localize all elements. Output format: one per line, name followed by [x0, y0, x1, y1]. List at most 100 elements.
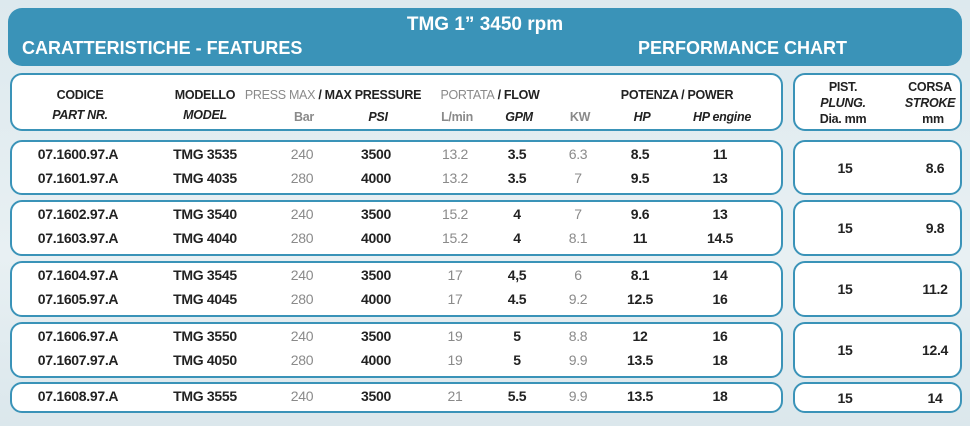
cell-lmin: 15.2 [441, 230, 469, 246]
cell-pist: 15 [837, 389, 853, 406]
cell-bar: 240 [290, 328, 314, 344]
header-dia: Dia. mm [819, 112, 867, 126]
cell-hp-engine: 13 [712, 206, 728, 222]
cell-modello: TMG 4040 [173, 230, 237, 246]
cell-kw: 9.9 [568, 352, 588, 368]
header-bar: Bar [294, 110, 314, 124]
cell-kw: 8.8 [568, 328, 588, 344]
cell-psi: 4000 [361, 291, 391, 307]
cell-kw: 7 [574, 170, 582, 186]
cell-hp-engine: 18 [712, 352, 728, 368]
cell-lmin: 19 [447, 352, 463, 368]
cell-lmin: 13.2 [441, 170, 469, 186]
cell-bar: 240 [290, 206, 314, 222]
header-potenza: POTENZA / POWER [620, 88, 734, 102]
cell-hp: 8.5 [630, 146, 650, 162]
cell-psi: 3500 [361, 267, 391, 283]
cell-bar: 280 [290, 291, 314, 307]
cell-psi: 4000 [361, 230, 391, 246]
cell-corsa: 12.4 [921, 342, 949, 358]
cell-hp-engine: 14 [712, 267, 728, 283]
cell-gpm: 5.5 [507, 388, 527, 404]
row-group-right: 15 12.4 [793, 322, 962, 378]
cell-hp: 13.5 [626, 388, 654, 404]
cell-kw: 9.9 [568, 388, 588, 404]
cell-pist: 15 [837, 342, 853, 358]
cell-kw: 6 [574, 267, 582, 283]
header-plung: PLUNG. [820, 96, 866, 110]
cell-codice: 07.1605.97.A [37, 291, 119, 307]
cell-codice: 07.1606.97.A [37, 328, 119, 344]
header-max-pressure: / MAX PRESSURE [318, 88, 422, 102]
header-stroke: STROKE [904, 96, 956, 110]
cell-codice: 07.1608.97.A [37, 388, 119, 404]
cell-lmin: 13.2 [441, 146, 469, 162]
cell-psi: 3500 [361, 328, 391, 344]
row-group: 07.1600.97.A TMG 3535 240 3500 13.2 3.5 6.3 8.5… [10, 140, 783, 195]
row-group-right: 15 9.8 [793, 200, 962, 256]
cell-hp-engine: 16 [712, 328, 728, 344]
cell-bar: 280 [290, 230, 314, 246]
cell-pist: 15 [837, 281, 853, 297]
cell-gpm: 5 [513, 352, 521, 368]
row-group-right: 15 14 [793, 382, 962, 413]
header-lmin: L/min [441, 110, 473, 124]
cell-hp: 11 [632, 230, 648, 246]
header-box: CODICE PART NR. MODELLO MODEL PRESS MAX … [10, 73, 783, 131]
cell-gpm: 3.5 [507, 170, 527, 186]
cell-psi: 4000 [361, 352, 391, 368]
cell-corsa: 9.8 [925, 220, 945, 236]
cell-modello: TMG 3555 [173, 388, 237, 404]
cell-hp-engine: 18 [712, 388, 728, 404]
cell-lmin: 15.2 [441, 206, 469, 222]
cell-kw: 9.2 [568, 291, 588, 307]
header-portata: PORTATA [440, 88, 495, 102]
cell-psi: 3500 [361, 206, 391, 222]
cell-hp-engine: 14.5 [706, 230, 734, 246]
cell-corsa: 8.6 [925, 159, 945, 176]
cell-hp: 9.5 [630, 170, 650, 186]
header-hp: HP [633, 110, 651, 124]
header-modello: MODELLO [174, 88, 236, 102]
cell-bar: 240 [290, 267, 314, 283]
header-codice: CODICE [56, 88, 104, 102]
cell-codice: 07.1600.97.A [37, 146, 119, 162]
cell-hp: 8.1 [630, 267, 650, 283]
row-group-right: 15 8.6 [793, 140, 962, 195]
row-group-right: 15 11.2 [793, 261, 962, 317]
cell-bar: 240 [290, 146, 314, 162]
cell-hp-engine: 13 [712, 170, 728, 186]
header-mm: mm [922, 112, 944, 126]
cell-hp: 13.5 [626, 352, 654, 368]
cell-gpm: 4.5 [507, 291, 527, 307]
cell-lmin: 17 [447, 291, 463, 307]
cell-hp-engine: 11 [712, 146, 728, 162]
cell-kw: 8.1 [568, 230, 588, 246]
header-part-nr: PART NR. [52, 108, 108, 122]
header-pist: PIST. [828, 80, 858, 94]
cell-psi: 3500 [361, 388, 391, 404]
cell-codice: 07.1607.97.A [37, 352, 119, 368]
cell-gpm: 4 [513, 206, 521, 222]
cell-hp: 12 [632, 328, 648, 344]
header-corsa: CORSA [908, 80, 952, 94]
cell-lmin: 19 [447, 328, 463, 344]
cell-modello: TMG 3545 [173, 267, 237, 283]
cell-modello: TMG 3540 [173, 206, 237, 222]
cell-hp: 12.5 [626, 291, 654, 307]
cell-modello: TMG 4035 [173, 170, 237, 186]
header-model: MODEL [183, 108, 227, 122]
header-gpm: GPM [505, 110, 533, 124]
cell-corsa: 14 [927, 389, 943, 406]
row-group: 07.1604.97.A TMG 3545 240 3500 17 4,5 6 8.1 14 07… [10, 261, 783, 317]
cell-codice: 07.1602.97.A [37, 206, 119, 222]
cell-lmin: 17 [447, 267, 463, 283]
cell-codice: 07.1604.97.A [37, 267, 119, 283]
cell-gpm: 5 [513, 328, 521, 344]
page-title: TMG 1” 3450 rpm [406, 14, 564, 35]
cell-codice: 07.1603.97.A [37, 230, 119, 246]
cell-psi: 4000 [361, 170, 391, 186]
header-kw: KW [569, 110, 591, 124]
cell-kw: 6.3 [568, 146, 588, 162]
header-flow: / FLOW [497, 88, 540, 102]
